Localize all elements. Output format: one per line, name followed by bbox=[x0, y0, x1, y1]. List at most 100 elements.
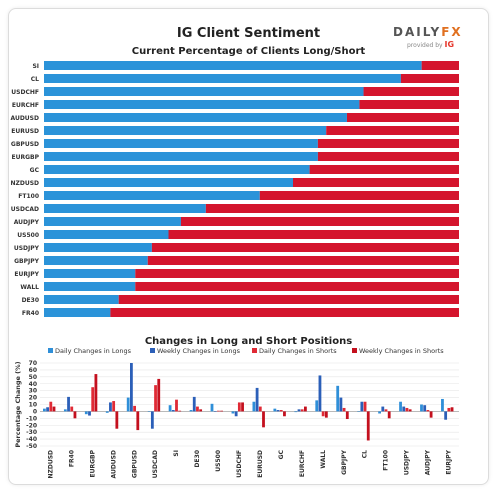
x-tick-label: GBPUSD bbox=[131, 450, 138, 478]
category-label: EURUSD bbox=[11, 128, 39, 135]
x-tick-label: CL bbox=[362, 450, 369, 458]
legend-swatch bbox=[48, 348, 53, 353]
weekly-short-bar bbox=[450, 407, 454, 412]
category-label: USDJPY bbox=[14, 245, 40, 252]
chart1-title: Current Percentage of Clients Long/Short bbox=[131, 46, 366, 57]
weekly-long-bar bbox=[318, 375, 322, 412]
weekly-short-bar bbox=[136, 411, 140, 431]
long-bar bbox=[44, 308, 111, 317]
legend-swatch bbox=[352, 348, 357, 353]
weekly-long-bar bbox=[339, 397, 343, 412]
category-label: GBPJPY bbox=[14, 258, 40, 265]
logo-main: DAILY bbox=[393, 25, 442, 39]
chart2-title: Changes in Long and Short Positions bbox=[144, 336, 353, 347]
y-axis-label: Percentage Change (%) bbox=[14, 361, 22, 447]
daily-long-bar bbox=[126, 397, 130, 412]
x-tick-label: FT100 bbox=[383, 450, 390, 471]
legend-label: Daily Changes in Longs bbox=[55, 347, 132, 355]
weekly-long-bar bbox=[88, 411, 91, 416]
short-bar bbox=[259, 191, 459, 200]
weekly-long-bar bbox=[171, 410, 175, 412]
long-bar bbox=[44, 178, 293, 187]
x-tick-label: FR40 bbox=[68, 450, 75, 467]
weekly-long-bar bbox=[150, 411, 154, 429]
daily-long-bar bbox=[273, 408, 277, 412]
short-bar bbox=[400, 74, 459, 83]
short-bar bbox=[346, 113, 459, 122]
weekly-short-bar bbox=[283, 411, 286, 417]
x-tick-label: USDCAD bbox=[152, 450, 159, 478]
weekly-short-bar bbox=[262, 411, 265, 428]
category-label: USDCHF bbox=[11, 89, 39, 96]
daily-short-bar bbox=[70, 406, 74, 412]
x-tick-label: GBPJPY bbox=[341, 449, 348, 475]
long-bar bbox=[44, 204, 206, 213]
daily-long-bar bbox=[210, 403, 214, 412]
x-tick-label: EURUSD bbox=[257, 450, 264, 478]
short-bar bbox=[359, 100, 459, 109]
x-tick-label: GC bbox=[278, 449, 285, 459]
short-bar bbox=[317, 152, 459, 161]
weekly-long-bar bbox=[402, 406, 406, 412]
category-label: AUDJPY bbox=[14, 219, 40, 226]
long-bar bbox=[44, 217, 181, 226]
short-bar bbox=[326, 126, 459, 135]
weekly-short-bar bbox=[241, 402, 244, 412]
daily-short-bar bbox=[217, 410, 220, 412]
x-tick-label: WALL bbox=[320, 450, 327, 469]
daily-long-bar bbox=[189, 410, 193, 412]
long-bar bbox=[44, 165, 310, 174]
x-tick-label: USDJPY bbox=[404, 449, 411, 475]
x-tick-label: US500 bbox=[215, 450, 222, 472]
short-bar bbox=[135, 269, 460, 278]
legend-label: Daily Changes in Shorts bbox=[259, 347, 337, 355]
daily-long-bar bbox=[399, 401, 402, 412]
short-bar bbox=[168, 230, 459, 239]
y-tick-label: 20 bbox=[29, 395, 37, 402]
category-label: USDCAD bbox=[11, 206, 39, 213]
x-tick-label: SI bbox=[173, 450, 180, 457]
daily-short-bar bbox=[175, 399, 178, 412]
daily-long-bar bbox=[441, 398, 444, 412]
logo-provided-text: provided by bbox=[407, 42, 443, 49]
long-bar bbox=[44, 87, 364, 96]
long-bar bbox=[44, 230, 169, 239]
daily-short-bar bbox=[196, 406, 199, 412]
long-bar bbox=[44, 191, 260, 200]
weekly-short-bar bbox=[178, 410, 182, 412]
legend-swatch bbox=[150, 348, 155, 353]
short-bar bbox=[309, 165, 459, 174]
long-bar bbox=[44, 295, 119, 304]
short-bar bbox=[317, 139, 459, 148]
weekly-long-bar bbox=[192, 396, 196, 412]
long-bar bbox=[44, 243, 152, 252]
short-bar bbox=[363, 87, 459, 96]
weekly-long-bar bbox=[46, 407, 49, 412]
short-bar bbox=[151, 243, 459, 252]
category-label: AUDUSD bbox=[11, 115, 40, 122]
daily-short-bar bbox=[133, 405, 136, 412]
weekly-long-bar bbox=[213, 411, 217, 412]
weekly-long-bar bbox=[297, 409, 301, 412]
logo-accent: FX bbox=[441, 25, 463, 39]
daily-short-bar bbox=[405, 407, 409, 412]
long-bar bbox=[44, 100, 360, 109]
long-bar bbox=[44, 282, 136, 291]
category-label: NZDUSD bbox=[10, 180, 39, 187]
weekly-short-bar bbox=[220, 410, 223, 412]
short-bar bbox=[147, 256, 459, 265]
x-tick-label: AUDJPY bbox=[425, 449, 432, 475]
daily-short-bar bbox=[342, 407, 346, 412]
weekly-short-bar bbox=[157, 378, 161, 412]
logo-provider: provided by IG bbox=[407, 40, 454, 49]
page-title: IG Client Sentiment bbox=[176, 26, 321, 41]
short-bar bbox=[293, 178, 459, 187]
weekly-short-bar bbox=[366, 411, 370, 441]
daily-short-bar bbox=[384, 409, 388, 412]
long-bar bbox=[44, 61, 422, 70]
daily-long-bar bbox=[294, 411, 298, 413]
weekly-short-bar bbox=[345, 411, 349, 420]
weekly-long-bar bbox=[381, 406, 385, 412]
long-bar bbox=[44, 139, 318, 148]
